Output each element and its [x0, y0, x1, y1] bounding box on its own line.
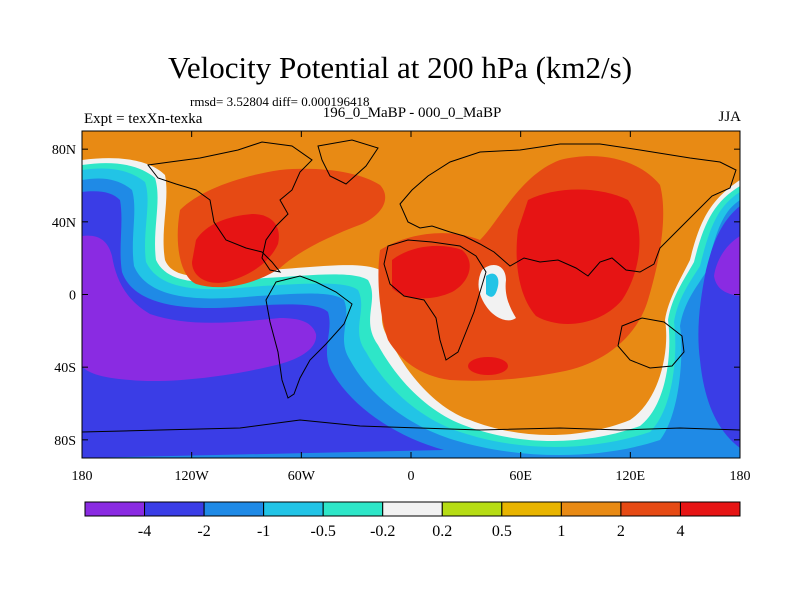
colorbar-label: -0.2	[370, 523, 395, 540]
colorbar-label: -4	[138, 523, 151, 540]
experiment-label: Expt = texXn-texka	[84, 111, 203, 127]
contour-band-neg-max	[82, 235, 317, 382]
y-tick-label: 0	[69, 289, 76, 304]
coastline-north-america	[147, 141, 313, 273]
x-tick-label: 180	[730, 469, 751, 484]
x-axis: 180 120W 60W 0 60E 120E 180	[72, 131, 751, 484]
coastline-australia	[617, 317, 685, 369]
x-tick-label: 120E	[616, 469, 646, 484]
contour-band-east-neg-max	[714, 236, 740, 296]
coastline-antarctica	[82, 419, 740, 433]
coastline-africa	[383, 239, 487, 361]
colorbar-label: -0.5	[311, 523, 336, 540]
colorbar-swatch	[501, 501, 562, 517]
x-tick-label: 60W	[288, 469, 316, 484]
colorbar-swatch	[144, 501, 205, 517]
contour-band-indian-neg-core	[486, 273, 499, 297]
y-tick-label: 80S	[54, 434, 76, 449]
colorbar-swatch	[679, 501, 741, 517]
y-tick-label: 40N	[52, 216, 76, 231]
chart-title: Velocity Potential at 200 hPa (km2/s)	[167, 50, 633, 85]
colorbar-label: 1	[557, 523, 565, 540]
coastline-south-america	[265, 275, 353, 399]
colorbar-swatch	[620, 501, 681, 517]
contour-band-pos-4-asia	[516, 189, 640, 324]
coastline-greenland	[317, 139, 379, 185]
x-tick-label: 0	[408, 469, 415, 484]
coastline-eurasia	[399, 143, 737, 277]
colorbar-label: -1	[257, 523, 270, 540]
x-tick-label: 60E	[509, 469, 532, 484]
colorbar-swatch	[203, 501, 265, 517]
colorbar-swatch	[441, 501, 503, 517]
comparison-label: 196_0_MaBP - 000_0_MaBP	[322, 105, 502, 121]
contour-band-pos-4-small	[468, 357, 508, 375]
colorbar-swatch	[560, 501, 622, 517]
colorbar-swatch	[322, 501, 384, 517]
contour-band-pos-4-americas	[192, 214, 279, 283]
colorbar: -4 -2 -1 -0.5 -0.2 0.2 0.5 1 2 4	[84, 501, 741, 540]
y-tick-label: 80N	[52, 143, 76, 158]
x-tick-label: 120W	[175, 469, 210, 484]
contour-band-pos-4-africa	[392, 245, 470, 299]
stats-text: rmsd= 3.52804 diff= 0.000196418	[190, 94, 370, 109]
colorbar-label: 4	[676, 523, 684, 540]
colorbar-label: -2	[197, 523, 210, 540]
y-tick-label: 40S	[54, 361, 76, 376]
x-tick-label: 180	[72, 469, 93, 484]
colorbar-label: 0.5	[492, 523, 512, 540]
y-axis: 80N 40N 0 40S 80S	[52, 143, 740, 449]
colorbar-swatch	[263, 501, 324, 517]
colorbar-swatch	[84, 501, 146, 517]
colorbar-label: 0.2	[432, 523, 452, 540]
season-label: JJA	[718, 109, 741, 125]
colorbar-swatch	[382, 501, 443, 517]
contour-fill	[82, 131, 740, 458]
colorbar-label: 2	[617, 523, 625, 540]
coastlines	[82, 139, 740, 433]
